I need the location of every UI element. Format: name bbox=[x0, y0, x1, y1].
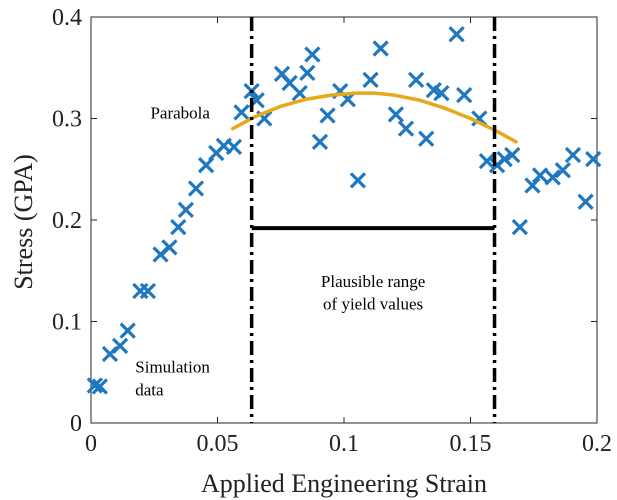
data-point-stroke-b bbox=[256, 110, 273, 127]
data-point-stroke-b bbox=[311, 133, 329, 150]
data-point-stroke-b bbox=[425, 81, 442, 99]
data-point-stroke-b bbox=[577, 193, 594, 210]
data-point bbox=[311, 133, 329, 150]
data-point-stroke-b bbox=[397, 120, 415, 137]
data-point-stroke-b bbox=[585, 150, 602, 168]
data-point-stroke-b bbox=[418, 130, 435, 147]
data-point bbox=[161, 239, 178, 256]
data-point bbox=[319, 107, 336, 124]
x-tick-label: 0.15 bbox=[450, 431, 492, 457]
plot-layer: 0 0.05 0.1 0.15 0.2 0 0.1 0.2 0.3 0.4 Parabola Plau… bbox=[52, 5, 612, 457]
data-point bbox=[407, 71, 425, 89]
data-point bbox=[299, 64, 316, 81]
annotation-label: Simulation bbox=[135, 357, 210, 376]
data-point bbox=[119, 322, 136, 339]
y-tick-label: 0.4 bbox=[52, 5, 82, 31]
data-point bbox=[585, 150, 602, 168]
data-point bbox=[478, 152, 496, 170]
data-point bbox=[511, 218, 528, 236]
data-point bbox=[504, 146, 521, 164]
data-point-stroke-b bbox=[407, 71, 425, 89]
annotation-label: Parabola bbox=[150, 104, 210, 123]
data-point bbox=[531, 167, 549, 184]
data-point-stroke-b bbox=[564, 146, 582, 164]
data-point-stroke-b bbox=[531, 167, 549, 184]
data-point-stroke-b bbox=[91, 378, 108, 395]
data-point bbox=[291, 84, 308, 102]
y-axis-title: Stress (GPA) bbox=[9, 154, 38, 290]
data-point-stroke-b bbox=[524, 177, 541, 194]
x-axis-title: Applied Engineering Strain bbox=[201, 469, 487, 498]
data-point-stroke-b bbox=[554, 162, 571, 179]
data-point bbox=[433, 84, 450, 102]
data-point bbox=[577, 193, 594, 210]
data-point-stroke-b bbox=[471, 110, 488, 127]
data-point bbox=[387, 106, 404, 123]
y-tick-label: 0.1 bbox=[52, 310, 82, 336]
data-point-stroke-b bbox=[291, 84, 308, 102]
data-point bbox=[418, 130, 435, 147]
data-point bbox=[177, 201, 195, 218]
data-point-stroke-b bbox=[362, 71, 379, 89]
data-point-stroke-b bbox=[387, 106, 404, 123]
data-point bbox=[233, 104, 250, 121]
data-point-stroke-b bbox=[273, 65, 291, 82]
data-point-stroke-b bbox=[496, 150, 513, 168]
y-tick-label: 0 bbox=[70, 411, 82, 437]
data-point bbox=[564, 146, 582, 164]
y-tick-label: 0.2 bbox=[52, 208, 82, 234]
data-point-stroke-b bbox=[504, 146, 521, 164]
data-point-stroke-b bbox=[544, 169, 561, 186]
data-point bbox=[170, 218, 187, 236]
data-point bbox=[91, 378, 108, 395]
data-point bbox=[554, 162, 571, 179]
annotation-label: Plausible range bbox=[321, 272, 425, 291]
data-point-stroke-b bbox=[161, 239, 178, 256]
y-tick-label: 0.3 bbox=[52, 107, 82, 133]
data-point-stroke-b bbox=[349, 172, 367, 189]
x-tick-label: 0.1 bbox=[329, 431, 359, 457]
data-point bbox=[397, 120, 415, 137]
data-point bbox=[86, 377, 103, 394]
data-point-stroke-b bbox=[456, 87, 473, 104]
data-point-stroke-b bbox=[111, 337, 129, 354]
data-point bbox=[448, 26, 465, 43]
data-point bbox=[496, 150, 513, 168]
x-tick-label: 0.2 bbox=[582, 431, 612, 457]
data-point-stroke-b bbox=[478, 152, 496, 170]
annotation-label: data bbox=[135, 381, 164, 400]
data-point bbox=[349, 172, 367, 189]
data-point bbox=[362, 71, 379, 89]
data-point bbox=[111, 337, 129, 354]
data-point bbox=[524, 177, 541, 194]
data-point-stroke-b bbox=[372, 40, 389, 57]
data-point bbox=[187, 180, 205, 197]
data-point-stroke-b bbox=[86, 377, 103, 394]
data-point-stroke-b bbox=[511, 218, 528, 236]
data-point-stroke-b bbox=[119, 322, 136, 339]
data-point bbox=[304, 46, 321, 63]
data-point-stroke-b bbox=[448, 26, 465, 43]
data-point-stroke-b bbox=[319, 107, 336, 124]
data-point bbox=[456, 87, 473, 104]
data-point bbox=[139, 282, 157, 300]
data-point-stroke-b bbox=[177, 201, 195, 218]
data-point-stroke-b bbox=[299, 64, 316, 81]
data-point bbox=[544, 169, 561, 186]
data-point-stroke-b bbox=[139, 282, 157, 300]
data-point-stroke-b bbox=[233, 104, 250, 121]
data-point bbox=[372, 40, 389, 57]
data-point-stroke-b bbox=[225, 138, 243, 156]
data-point-stroke-b bbox=[281, 74, 298, 92]
x-tick-label: 0.05 bbox=[197, 431, 239, 457]
data-point bbox=[225, 138, 243, 156]
annotation-label: of yield values bbox=[323, 294, 423, 313]
data-point-stroke-b bbox=[170, 218, 187, 236]
data-point-stroke-b bbox=[187, 180, 205, 197]
data-point-stroke-b bbox=[433, 84, 450, 102]
parabola-curve bbox=[230, 91, 518, 144]
data-point-stroke-b bbox=[304, 46, 321, 63]
x-tick-label: 0 bbox=[85, 431, 97, 457]
